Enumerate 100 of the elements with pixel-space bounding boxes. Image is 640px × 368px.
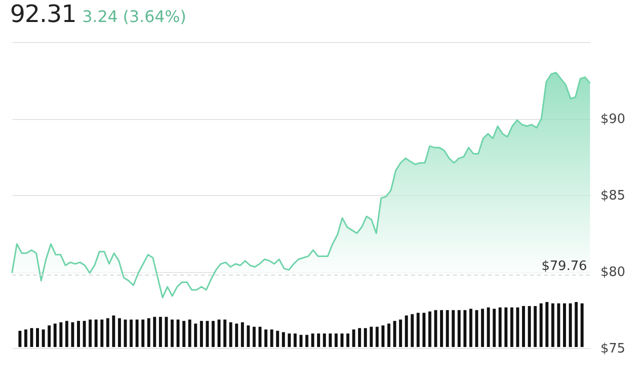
bar: [206, 320, 209, 347]
bar: [452, 310, 455, 347]
bar: [18, 330, 22, 347]
bar: [218, 320, 221, 347]
bar: [422, 312, 426, 347]
bar: [147, 318, 150, 347]
bar: [557, 303, 560, 347]
ref-line-label: $79.76: [542, 259, 587, 274]
bar: [540, 303, 543, 347]
bar: [322, 334, 326, 347]
bar: [252, 326, 256, 347]
bar: [340, 334, 344, 347]
bar: [130, 320, 133, 347]
bar: [399, 320, 402, 347]
bar: [30, 328, 34, 347]
bar: [65, 320, 68, 347]
bar: [446, 310, 449, 347]
bar: [416, 312, 420, 347]
bar: [24, 329, 28, 347]
bar: [328, 334, 332, 347]
chart-subtitle: 3.24 (3.64%): [82, 7, 186, 26]
bar: [194, 324, 198, 347]
y-tick-label: $90: [600, 112, 626, 127]
bar: [352, 329, 356, 347]
bar: [106, 318, 110, 347]
y-tick-label: $85: [600, 188, 626, 204]
bar: [510, 307, 514, 347]
bar: [124, 320, 127, 347]
bar: [258, 326, 262, 347]
bar: [276, 330, 280, 347]
bar: [393, 320, 396, 347]
bar: [440, 310, 444, 347]
bar: [88, 320, 92, 347]
bar: [112, 316, 116, 347]
bar: [481, 308, 484, 347]
bar: [182, 320, 186, 347]
chart-title: 92.31: [10, 0, 76, 28]
bar: [71, 322, 74, 347]
bar: [498, 307, 502, 347]
bar: [223, 320, 226, 347]
bar: [188, 320, 192, 347]
bar: [486, 307, 490, 347]
bar: [370, 326, 373, 347]
bar: [158, 316, 162, 347]
bar: [54, 324, 57, 347]
bar: [229, 322, 232, 347]
bar: [170, 320, 174, 347]
bar: [574, 302, 578, 347]
bar: [334, 334, 338, 347]
bar: [48, 325, 51, 347]
bar: [475, 310, 478, 347]
y-tick-label: $75: [600, 342, 626, 356]
bar: [381, 325, 384, 347]
bar: [59, 322, 62, 347]
bar: [568, 303, 572, 347]
bar: [153, 316, 156, 347]
bar: [94, 320, 98, 347]
bar: [305, 334, 308, 347]
bar: [492, 308, 496, 347]
bar: [458, 310, 461, 347]
bar: [235, 324, 238, 347]
bar: [36, 328, 39, 347]
bar: [270, 329, 274, 347]
bar: [317, 334, 320, 347]
bar: [200, 320, 203, 347]
bar: [240, 322, 244, 347]
bar: [282, 332, 285, 347]
bar: [246, 325, 250, 347]
bar: [300, 334, 302, 347]
bar: [469, 308, 472, 347]
bar: [434, 310, 438, 347]
bar: [288, 334, 291, 347]
bar: [410, 314, 414, 347]
bar: [76, 320, 80, 347]
bar: [528, 306, 531, 347]
bar: [522, 306, 526, 347]
bar: [100, 320, 104, 347]
bar: [463, 310, 466, 347]
bar: [516, 307, 520, 347]
bar: [118, 318, 121, 347]
bar: [563, 303, 566, 347]
bar: [176, 320, 180, 347]
bar: [428, 311, 432, 347]
bar: [551, 303, 554, 347]
bar: [504, 307, 508, 347]
bar: [358, 328, 362, 347]
bar: [534, 306, 537, 347]
bar: [387, 324, 390, 347]
bar: [294, 334, 297, 347]
bar: [42, 329, 45, 347]
bar: [376, 326, 379, 347]
bar: [164, 316, 168, 347]
bar: [136, 320, 139, 347]
bar: [212, 320, 215, 347]
bar: [364, 328, 367, 347]
bar: [311, 334, 314, 347]
y-tick-label: $80: [600, 265, 626, 280]
bar: [82, 320, 86, 347]
bar: [346, 334, 350, 347]
bar: [141, 320, 144, 347]
